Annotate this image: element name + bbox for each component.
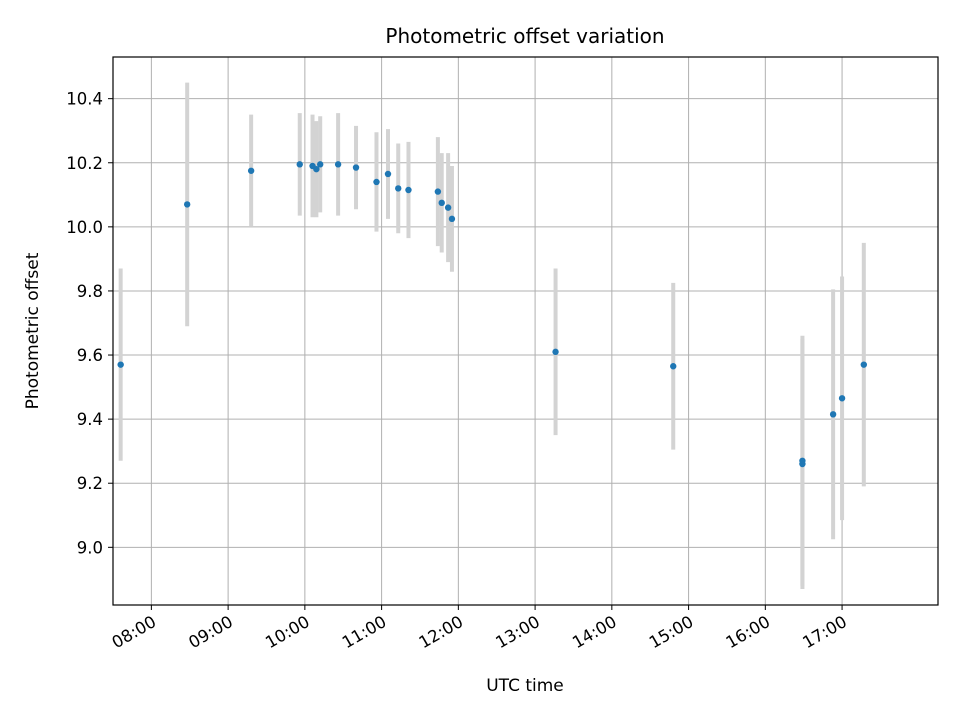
data-point — [829, 411, 837, 418]
y-tick-label: 10.2 — [66, 154, 103, 173]
data-point — [670, 363, 677, 370]
data-point — [247, 167, 255, 174]
data-point — [296, 161, 303, 168]
y-tick-label: 10.4 — [66, 90, 103, 109]
data-point — [373, 178, 380, 186]
y-tick-label: 9.4 — [77, 410, 103, 429]
data-point — [334, 161, 342, 168]
data-point — [448, 215, 456, 223]
data-point — [434, 188, 442, 195]
y-tick-label: 9.8 — [77, 282, 103, 301]
data-point — [838, 395, 846, 402]
x-axis-label: UTC time — [486, 676, 564, 696]
y-axis-ticks: 9.0 9.2 9.4 9.6 9.8 10.0 10.2 10.4 — [66, 90, 113, 557]
data-points — [117, 161, 868, 468]
data-point — [352, 164, 360, 171]
data-point — [117, 361, 124, 368]
y-tick-label: 9.2 — [77, 474, 103, 493]
data-point — [799, 460, 806, 468]
data-point — [395, 185, 402, 192]
y-tick-label: 10.0 — [66, 218, 103, 237]
chart-title: Photometric offset variation — [385, 24, 664, 48]
data-point — [317, 161, 324, 168]
data-point — [384, 170, 392, 178]
data-point — [438, 199, 445, 207]
data-point — [860, 361, 868, 368]
plot-frame — [112, 56, 939, 606]
data-point — [183, 201, 191, 208]
y-axis-label: Photometric offset — [23, 252, 43, 409]
data-point — [444, 204, 452, 211]
data-point — [405, 186, 412, 194]
y-tick-label: 9.6 — [77, 346, 103, 365]
data-point — [552, 348, 559, 356]
y-tick-label: 9.0 — [77, 538, 103, 557]
data-point — [313, 165, 320, 173]
